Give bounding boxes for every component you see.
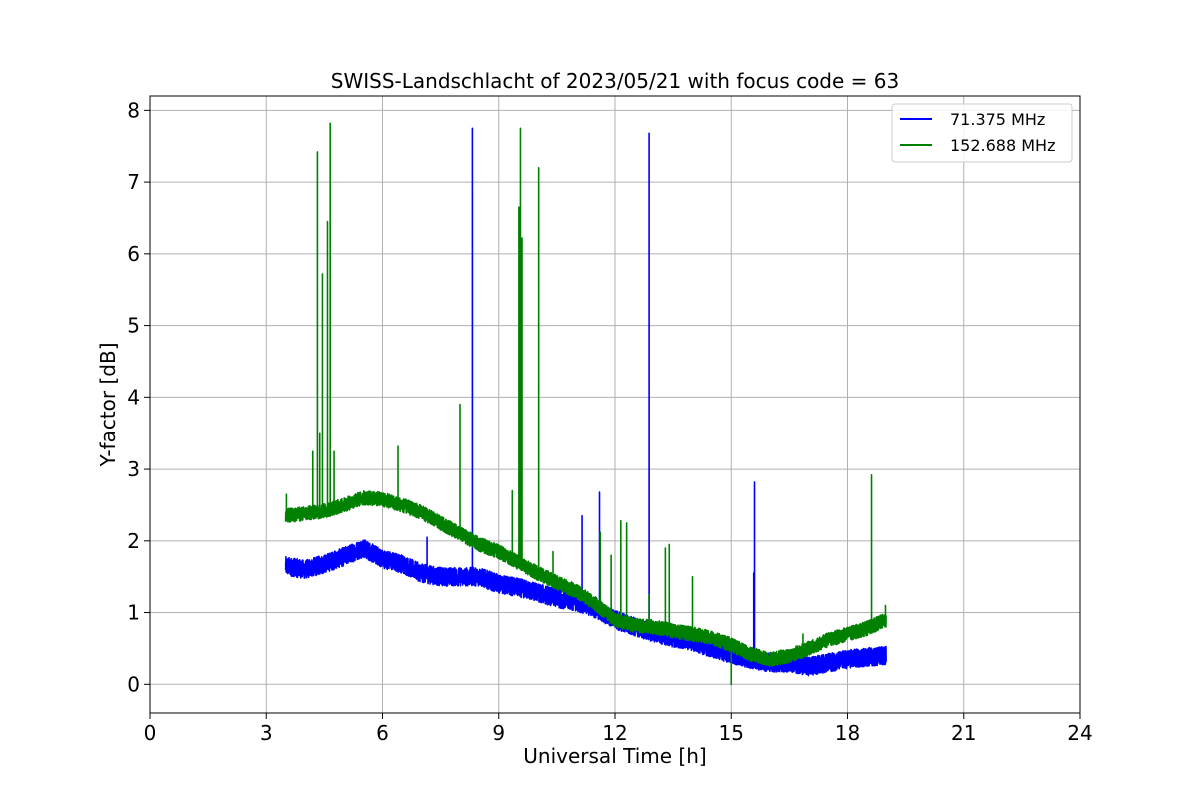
series-line-2 [284,122,887,686]
x-axis-label: Universal Time [h] [523,744,706,768]
x-tick-label: 21 [951,721,976,745]
y-tick-label: 3 [127,457,140,481]
chart-title: SWISS-Landschlacht of 2023/05/21 with fo… [331,69,899,93]
y-axis-label: Y-factor [dB] [96,342,120,467]
y-axis: 0 1 2 3 4 5 6 7 8 [127,98,150,696]
x-tick-label: 18 [835,721,860,745]
y-tick-label: 6 [127,242,140,266]
x-tick-label: 0 [144,721,157,745]
legend-label-2: 152.688 MHz [950,136,1055,155]
x-tick-label: 15 [719,721,744,745]
x-tick-label: 12 [602,721,627,745]
y-tick-label: 5 [127,314,140,338]
legend-box [891,103,1073,163]
y-tick-label: 8 [127,98,140,122]
y-tick-label: 7 [127,170,140,194]
x-tick-label: 9 [492,721,505,745]
y-tick-label: 0 [127,672,140,696]
y-tick-label: 4 [127,385,140,409]
x-tick-label: 6 [376,721,389,745]
legend: 71.375 MHz 152.688 MHz [891,103,1073,163]
x-tick-label: 24 [1067,721,1092,745]
y-tick-label: 1 [127,601,140,625]
y-tick-label: 2 [127,529,140,553]
x-tick-label: 3 [260,721,273,745]
legend-label-1: 71.375 MHz [950,110,1045,129]
plot-area [284,122,887,686]
x-axis: 0 3 6 9 12 15 18 21 24 [144,713,1093,745]
